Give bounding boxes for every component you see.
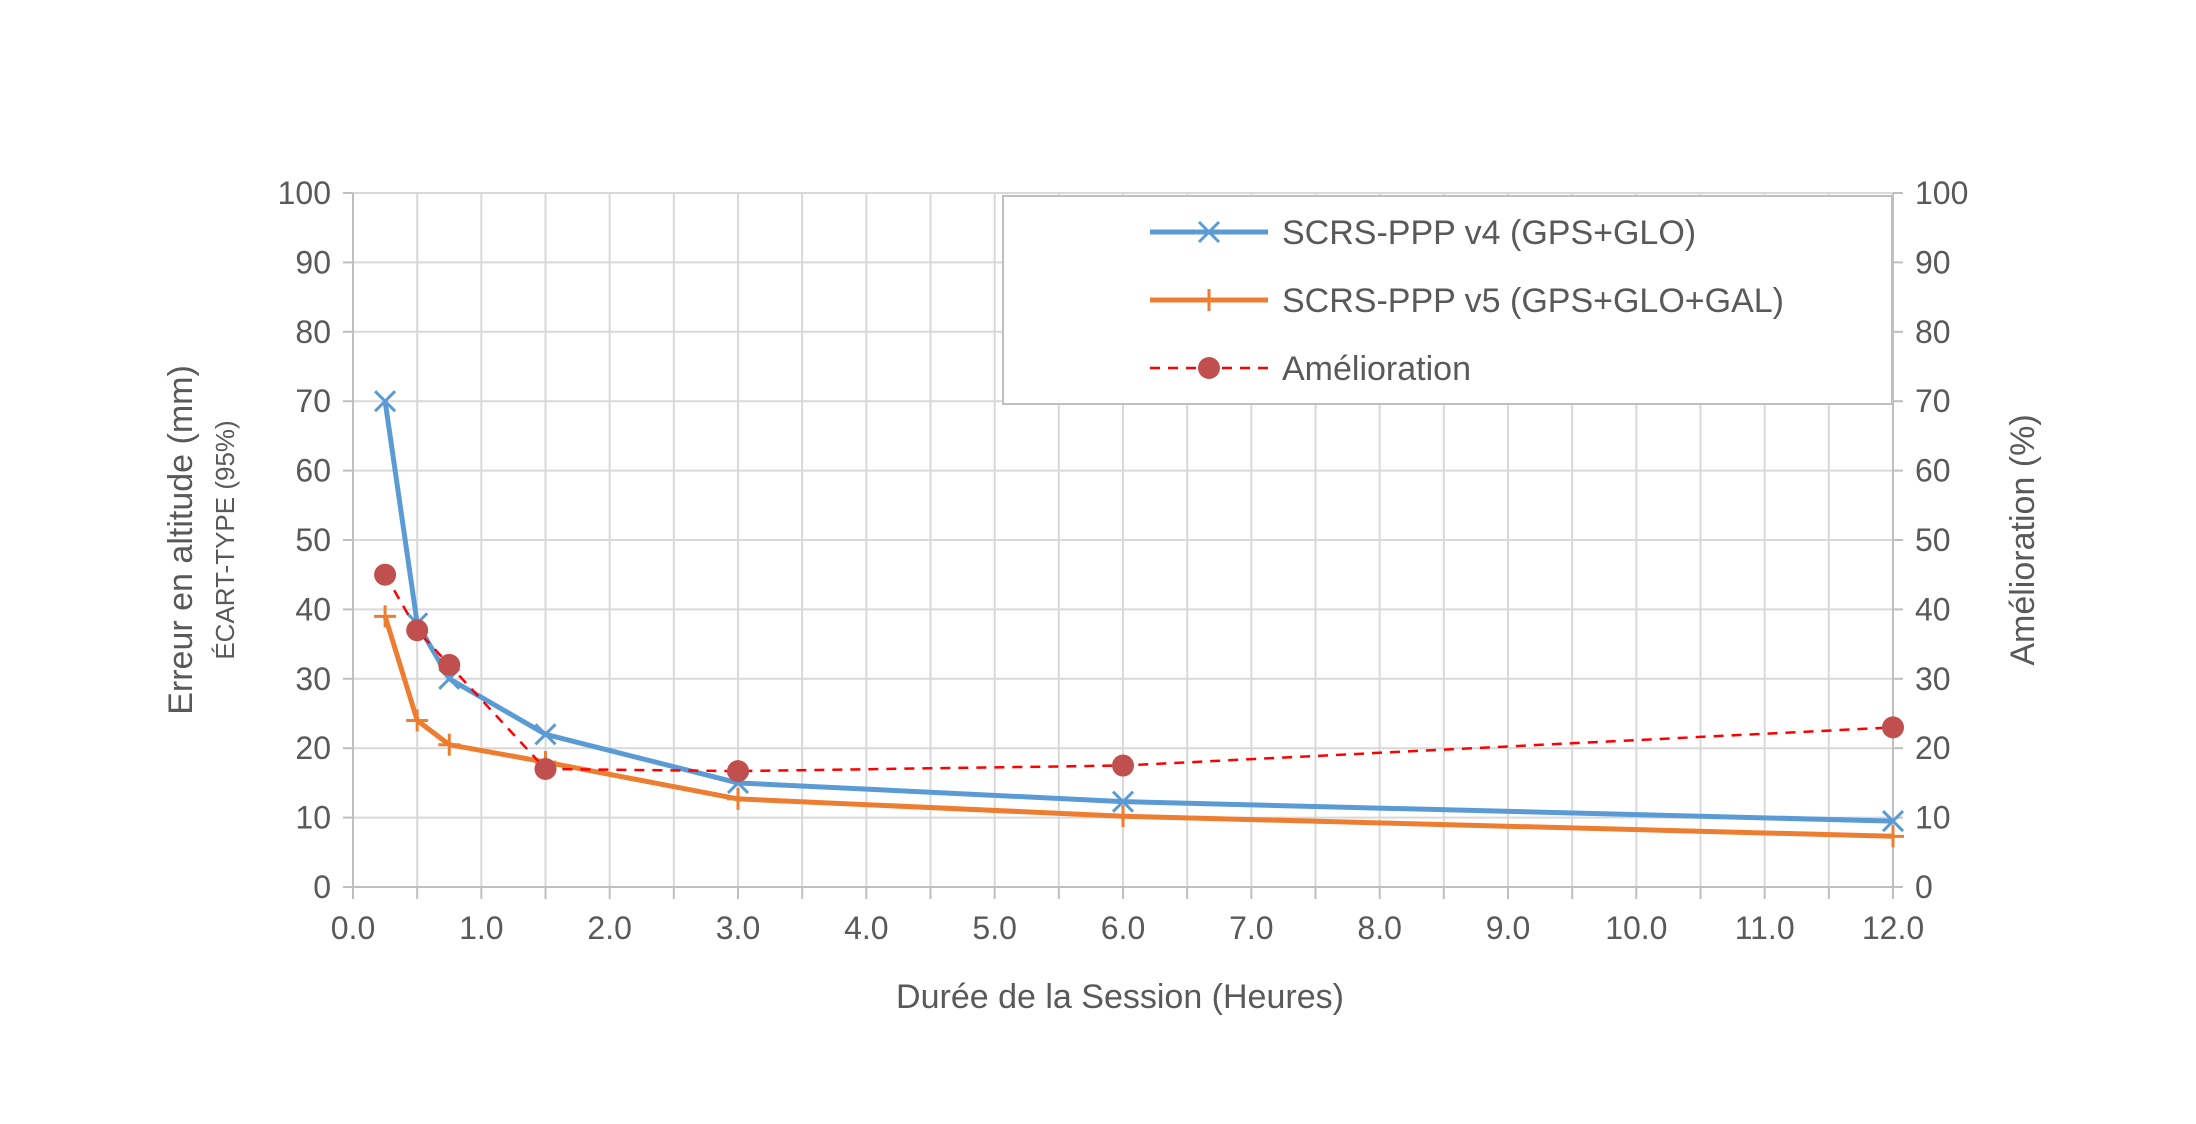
x-axis-label: Durée de la Session (Heures): [896, 978, 1344, 1016]
series-line: [382, 400, 1894, 824]
data-point: [1112, 754, 1134, 777]
data-point: [1882, 716, 1904, 739]
x-tick-label: 11.0: [1735, 910, 1795, 946]
x-tick-label: 7.0: [1229, 910, 1273, 946]
data-point: [406, 709, 429, 732]
y-right-tick-label: 60: [1915, 453, 1951, 489]
y-right-tick-label: 40: [1915, 591, 1951, 627]
data-point: [1881, 810, 1905, 833]
x-tick-label: 0.0: [331, 910, 375, 946]
legend-label: SCRS-PPP v5 (GPS+GLO+GAL): [1282, 282, 1784, 320]
data-point: [374, 390, 397, 413]
y-left-tick-label: 80: [295, 314, 331, 350]
series-2: [374, 605, 1904, 848]
legend-label: Amélioration: [1282, 350, 1471, 388]
y-axis-left-title: Erreur en altitude (mm): [162, 365, 200, 715]
legend-item: SCRS-PPP v5 (GPS+GLO+GAL): [1150, 282, 1784, 320]
legend-marker: [1197, 220, 1221, 244]
y-axis-left-subtitle: ÉCART-TYPE (95%): [210, 420, 240, 659]
x-tick-label: 3.0: [716, 910, 760, 946]
data-point: [727, 760, 749, 783]
legend-item: Amélioration: [1150, 350, 1471, 388]
y-left-tick-label: 70: [295, 383, 331, 419]
series-line: [384, 574, 1894, 773]
y-left-tick-label: 60: [295, 453, 331, 489]
y-left-tick-label: 100: [278, 175, 331, 211]
series-3: [374, 563, 1904, 783]
data-point: [406, 619, 429, 642]
x-tick-label: 4.0: [844, 910, 888, 946]
y-right-tick-label: 80: [1915, 314, 1951, 350]
series: [374, 390, 1905, 848]
data-point: [1111, 790, 1135, 813]
y-right-tick-label: 10: [1915, 800, 1951, 836]
data-point: [534, 758, 557, 781]
data-point: [374, 563, 397, 586]
x-tick-label: 1.0: [459, 910, 503, 946]
y-right-tick-label: 0: [1915, 869, 1933, 905]
data-point: [534, 723, 557, 746]
y-axis-left-label: Erreur en altitude (mm): [162, 365, 200, 715]
x-tick-label: 10.0: [1605, 910, 1667, 946]
y-right-tick-label: 20: [1915, 730, 1951, 766]
y-right-tick-label: 70: [1915, 383, 1951, 419]
y-left-tick-label: 10: [295, 800, 331, 836]
x-tick-label: 12.0: [1862, 910, 1924, 946]
y-right-tick-label: 100: [1915, 175, 1968, 211]
y-axis-right-title: Amélioration (%): [2004, 414, 2042, 665]
legend: SCRS-PPP v4 (GPS+GLO) SCRS-PPP v5 (GPS+GL…: [1002, 195, 1893, 405]
y-left-tick-label: 20: [295, 730, 331, 766]
y-right-tick-label: 50: [1915, 522, 1951, 558]
legend-marker: [1198, 289, 1220, 311]
data-point: [438, 653, 461, 676]
y-left-tick-label: 50: [295, 522, 331, 558]
y-axis-left-sublabel: ÉCART-TYPE (95%): [210, 420, 240, 659]
x-tick-label: 2.0: [587, 910, 631, 946]
y-left-tick-label: 90: [295, 244, 331, 280]
legend-item: SCRS-PPP v4 (GPS+GLO): [1150, 214, 1696, 252]
y-left-tick-label: 40: [295, 591, 331, 627]
y-right-tick-label: 90: [1915, 244, 1951, 280]
x-tick-label: 9.0: [1486, 910, 1530, 946]
data-point: [1882, 825, 1904, 848]
legend-label: SCRS-PPP v4 (GPS+GLO): [1282, 214, 1696, 252]
y-left-tick-label: 30: [295, 661, 331, 697]
axes: 0 10 20 30 40 50 60 70 80 90 100 0 10 20 30 40 50 60 70 80 9…: [278, 175, 1969, 946]
data-point: [374, 605, 397, 628]
x-tick-label: 5.0: [972, 910, 1016, 946]
y-right-tick-label: 30: [1915, 661, 1951, 697]
y-left-tick-label: 0: [313, 869, 331, 905]
legend-marker: [1198, 357, 1220, 379]
x-tick-label: 8.0: [1357, 910, 1401, 946]
data-point: [1112, 805, 1134, 828]
data-point: [438, 733, 461, 756]
data-point: [727, 787, 749, 810]
y-axis-right-label: Amélioration (%): [2004, 414, 2042, 665]
x-tick-label: 6.0: [1101, 910, 1145, 946]
